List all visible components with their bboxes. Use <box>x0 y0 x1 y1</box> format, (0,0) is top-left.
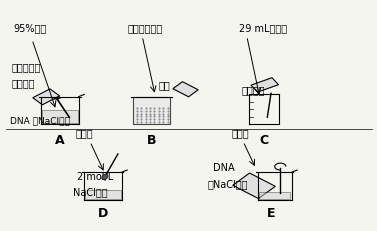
Text: DNA 浓NaCl溶液: DNA 浓NaCl溶液 <box>9 115 69 124</box>
Text: 丝状物: 丝状物 <box>75 128 93 138</box>
Text: 单层纱布过滤: 单层纱布过滤 <box>127 23 162 33</box>
Polygon shape <box>233 173 275 199</box>
Text: NaCl溶液: NaCl溶液 <box>73 186 108 196</box>
Text: D: D <box>98 206 108 219</box>
Text: 析出较纯净: 析出较纯净 <box>11 62 41 72</box>
Text: 29 mL蒸馏水: 29 mL蒸馏水 <box>239 23 287 33</box>
Text: 鸡血细胞: 鸡血细胞 <box>241 85 265 95</box>
Text: 蒸馏水: 蒸馏水 <box>232 128 250 138</box>
Text: C: C <box>259 133 268 146</box>
Text: 浓NaCl溶液: 浓NaCl溶液 <box>207 178 248 188</box>
Polygon shape <box>259 192 290 199</box>
Text: 95%酒精: 95%酒精 <box>14 23 47 33</box>
Text: DNA: DNA <box>213 162 235 172</box>
Polygon shape <box>251 78 279 93</box>
Text: E: E <box>267 206 275 219</box>
Text: 滤液: 滤液 <box>159 80 171 90</box>
Ellipse shape <box>52 97 60 100</box>
Polygon shape <box>86 190 121 199</box>
Text: 2 mol/L: 2 mol/L <box>77 171 113 181</box>
Text: B: B <box>147 133 156 146</box>
Polygon shape <box>133 97 170 125</box>
Polygon shape <box>43 111 78 124</box>
Text: 的丝状物: 的丝状物 <box>11 78 35 88</box>
Polygon shape <box>33 89 60 105</box>
Polygon shape <box>173 82 198 97</box>
Text: A: A <box>55 133 65 146</box>
Ellipse shape <box>102 174 108 180</box>
